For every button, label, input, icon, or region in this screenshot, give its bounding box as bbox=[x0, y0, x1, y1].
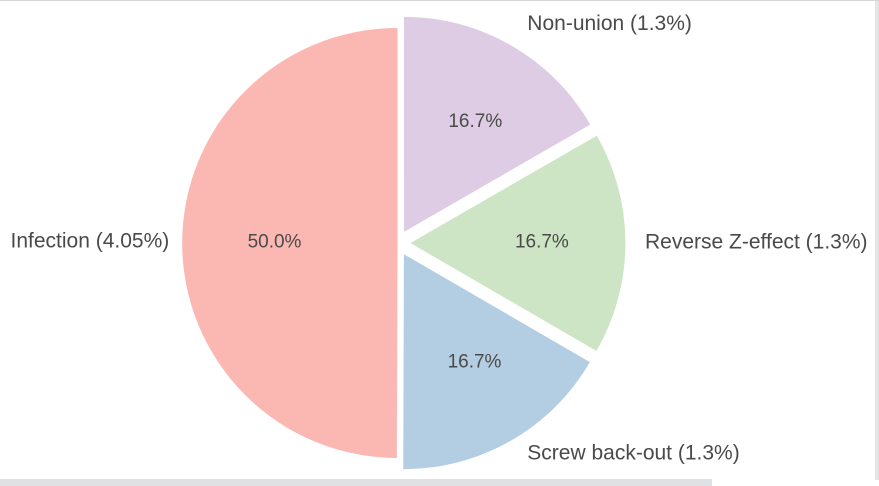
svg-text:16.7%: 16.7% bbox=[448, 111, 502, 132]
svg-text:16.7%: 16.7% bbox=[515, 232, 569, 253]
svg-text:Screw back-out (1.3%): Screw back-out (1.3%) bbox=[527, 442, 739, 465]
svg-text:50.0%: 50.0% bbox=[248, 232, 302, 253]
svg-text:Non-union (1.3%): Non-union (1.3%) bbox=[527, 12, 692, 35]
svg-text:16.7%: 16.7% bbox=[448, 352, 502, 373]
svg-text:Infection (4.05%): Infection (4.05%) bbox=[11, 229, 170, 252]
svg-text:Reverse Z-effect (1.3%): Reverse Z-effect (1.3%) bbox=[645, 230, 868, 253]
